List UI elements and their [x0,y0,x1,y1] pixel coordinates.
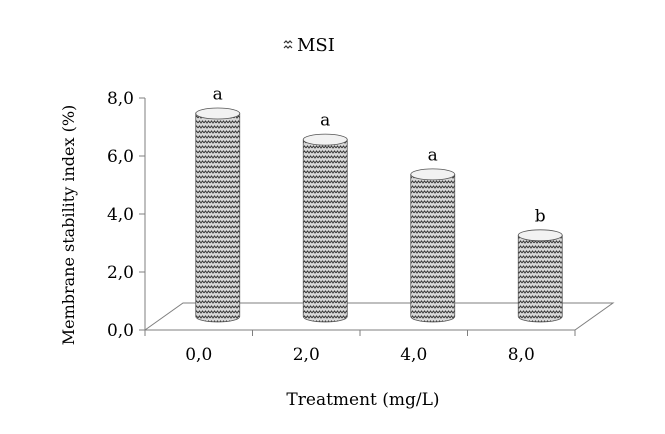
floor-plane [143,302,615,331]
bar-top [195,107,241,120]
significance-label: a [320,111,330,131]
y-axis-label: Membrane stability index (%) [59,105,78,346]
bar-top [517,229,563,242]
bar-top [302,133,348,146]
bar: a [410,145,456,323]
x-tick-label: 4,0 [400,345,427,365]
x-tick-label: 2,0 [293,345,320,365]
axes [143,98,615,331]
bar-body [410,174,456,323]
bars: a a a b [195,85,563,323]
bar: b [517,206,563,323]
y-tick-label: 0,0 [107,321,134,341]
bar: a [302,111,348,323]
y-axis-ticks: 0,0 2,0 4,0 6,0 8,0 [107,89,145,341]
x-axis-ticks: 0,0 2,0 4,0 8,0 [144,330,576,365]
y-tick-label: 6,0 [107,147,134,167]
x-tick-label: 0,0 [185,345,212,365]
significance-label: a [213,85,223,105]
x-tick-label: 8,0 [508,345,535,365]
bar-top [410,168,456,181]
significance-label: b [535,206,546,226]
y-tick-label: 2,0 [107,263,134,283]
bar-body [195,113,241,323]
legend-marker-icon [283,40,293,49]
y-tick-label: 8,0 [107,89,134,109]
significance-label: a [428,145,438,165]
bar-body [517,234,563,323]
bar-body [302,139,348,323]
x-axis-label: Treatment (mg/L) [286,390,439,410]
legend: MSI [283,35,335,56]
bar: a [195,85,241,323]
chart-title: MSI [297,35,335,56]
y-tick-label: 4,0 [107,205,134,225]
